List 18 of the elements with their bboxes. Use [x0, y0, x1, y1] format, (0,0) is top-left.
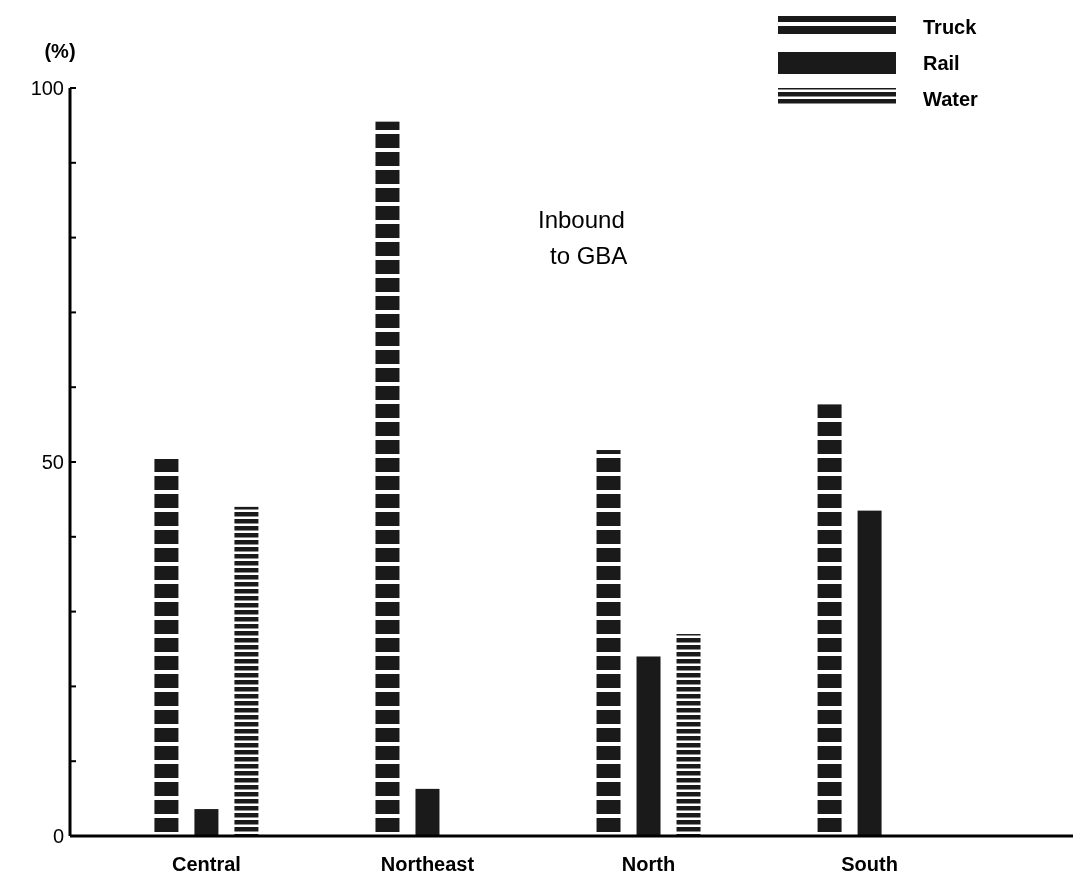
- annotation: Inbound to GBA: [538, 206, 628, 269]
- bar: [234, 506, 259, 836]
- bar: [676, 634, 701, 836]
- x-tick-label: North: [621, 853, 676, 875]
- y-tick-label: 0: [52, 825, 64, 847]
- y-tick-label: 50: [41, 451, 64, 473]
- text: Rail: [923, 52, 960, 74]
- text: Water: [923, 88, 979, 110]
- x-tick-label: Northeast: [380, 853, 475, 875]
- x-tick-label: South: [841, 853, 898, 875]
- y-tick-label: 100: [30, 77, 64, 99]
- y-axis-title: (%): [44, 40, 76, 62]
- bar: [857, 510, 882, 836]
- text: Truck: [923, 16, 978, 38]
- x-tick-label: Central: [171, 853, 241, 875]
- bar: [636, 656, 661, 836]
- bar: [194, 809, 219, 836]
- bar: [415, 788, 440, 836]
